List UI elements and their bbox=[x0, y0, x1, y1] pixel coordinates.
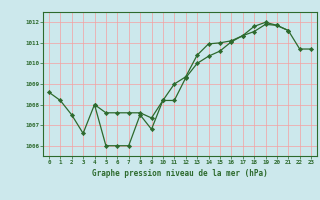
X-axis label: Graphe pression niveau de la mer (hPa): Graphe pression niveau de la mer (hPa) bbox=[92, 169, 268, 178]
